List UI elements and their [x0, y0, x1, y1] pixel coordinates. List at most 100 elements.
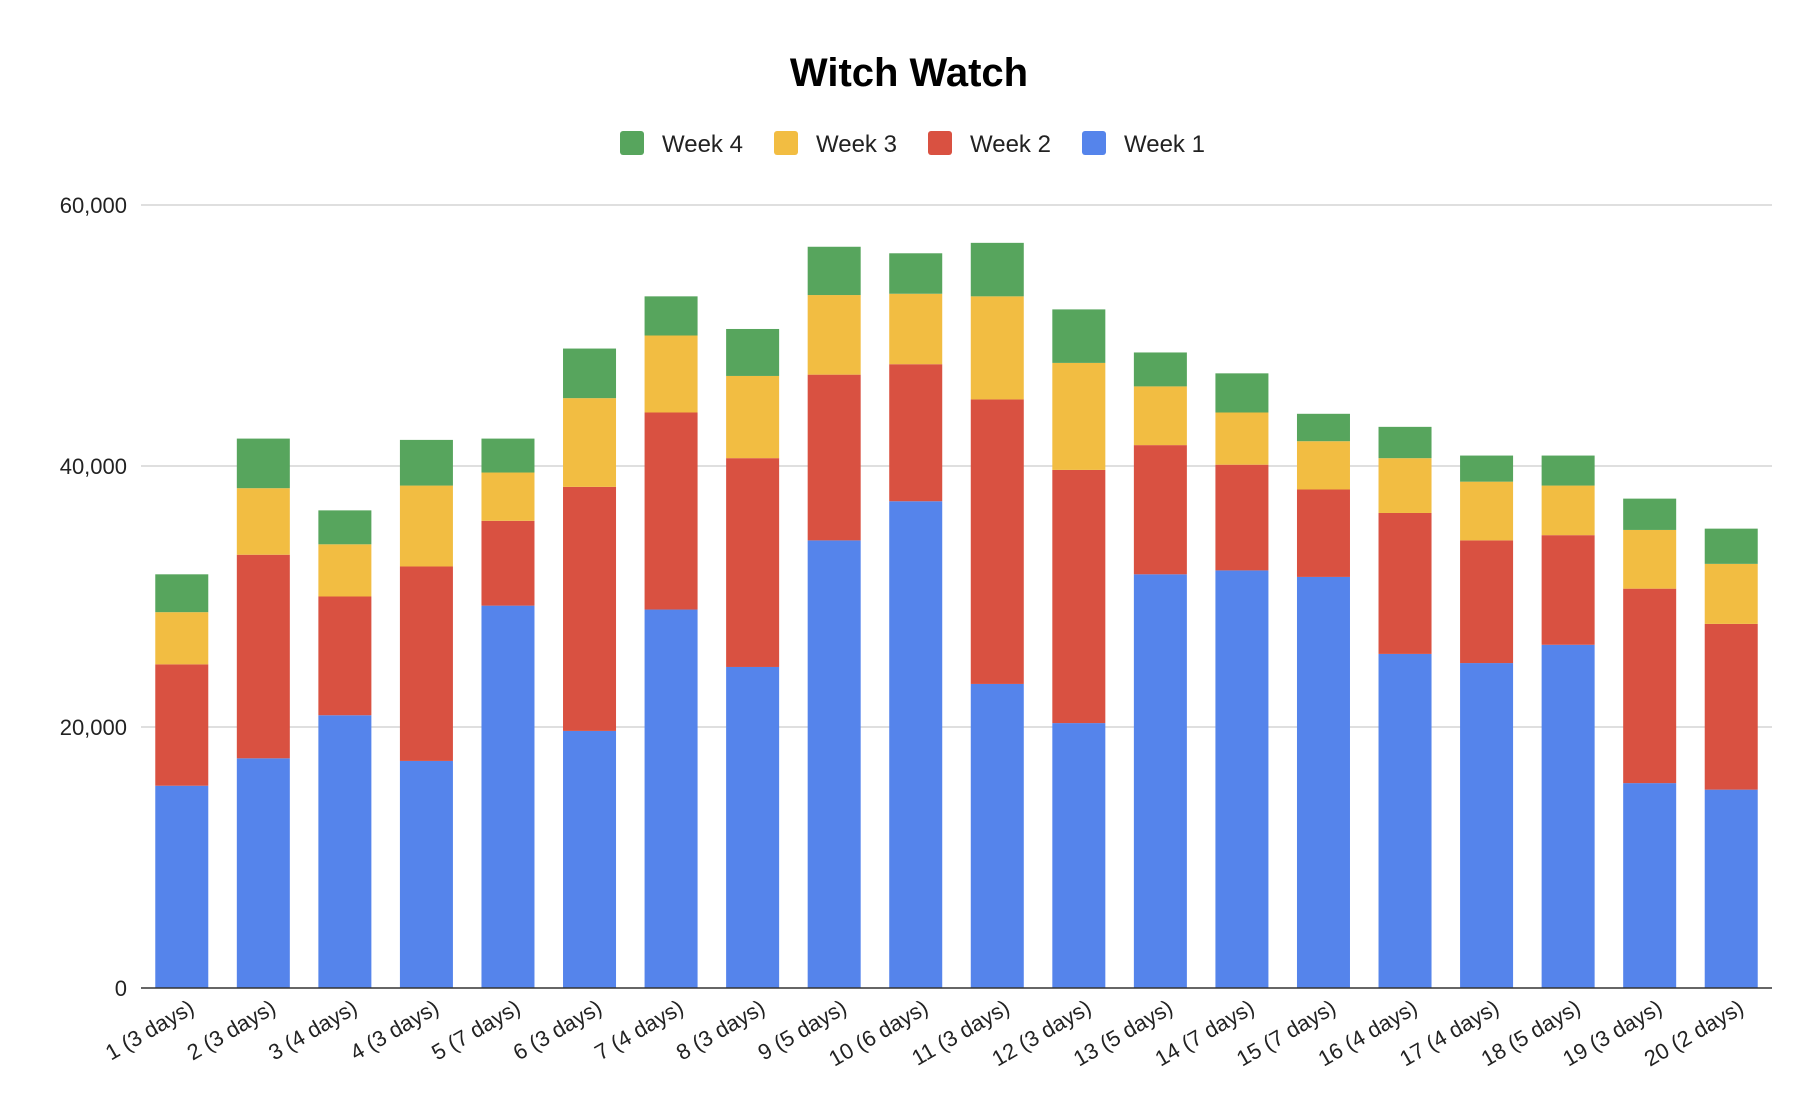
x-tick-label: 2 (3 days): [183, 995, 280, 1066]
bar-segment-week-3-9: [807, 295, 861, 375]
bar-segment-week-3-20: [1704, 563, 1758, 624]
bar-segment-week-3-18: [1541, 485, 1595, 536]
bar-segment-week-2-4: [399, 566, 453, 761]
legend-item-week-3: Week 3: [774, 131, 897, 158]
legend-swatch: [774, 131, 798, 155]
y-tick-label: 60,000: [60, 193, 127, 218]
x-tick-label: 3 (4 days): [264, 995, 361, 1066]
x-tick-label: 7 (4 days): [590, 995, 687, 1066]
x-tick-label: 1 (3 days): [101, 995, 198, 1066]
bar-segment-week-1-1: [155, 785, 209, 988]
bar-segment-week-4-17: [1460, 455, 1514, 482]
y-axis: 0 20,000 40,000 60,000: [60, 193, 127, 1001]
bar-segment-week-3-11: [970, 296, 1024, 400]
bar-segment-week-2-12: [1052, 469, 1106, 724]
x-tick-label: 4 (3 days): [346, 995, 443, 1066]
bar-segment-week-3-8: [726, 375, 780, 459]
bar-segment-week-2-11: [970, 399, 1024, 684]
bar-segment-week-1-14: [1215, 570, 1269, 988]
bars: [155, 242, 1758, 988]
x-axis: 1 (3 days)2 (3 days)3 (4 days)4 (3 days)…: [101, 987, 1772, 1071]
bar-segment-week-1-19: [1623, 783, 1677, 988]
bar-segment-week-3-10: [889, 293, 943, 365]
bar-segment-week-2-1: [155, 664, 209, 786]
bar-segment-week-2-5: [481, 520, 535, 606]
bar-segment-week-2-2: [236, 554, 290, 759]
bar-segment-week-3-2: [236, 488, 290, 555]
legend-item-week-1: Week 1: [1082, 131, 1205, 158]
legend-swatch: [1082, 131, 1106, 155]
bar-segment-week-2-18: [1541, 535, 1595, 645]
bar-segment-week-1-4: [399, 760, 453, 988]
bar-segment-week-1-12: [1052, 723, 1106, 988]
bar-segment-week-3-13: [1133, 386, 1187, 446]
bar-segment-week-1-15: [1296, 576, 1350, 988]
bar-segment-week-2-6: [563, 486, 617, 731]
bar-segment-week-1-5: [481, 605, 535, 988]
bar-segment-week-4-12: [1052, 309, 1106, 363]
bar-segment-week-1-18: [1541, 644, 1595, 988]
bar-segment-week-4-3: [318, 510, 372, 545]
bar-segment-week-3-19: [1623, 529, 1677, 589]
bar-segment-week-3-12: [1052, 362, 1106, 470]
bar-segment-week-2-20: [1704, 623, 1758, 790]
bar-segment-week-1-2: [236, 758, 290, 988]
bar-segment-week-3-5: [481, 472, 535, 521]
bar-segment-week-3-17: [1460, 481, 1514, 541]
legend-label: Week 2: [970, 131, 1051, 158]
bar-segment-week-2-17: [1460, 540, 1514, 664]
bar-segment-week-1-8: [726, 666, 780, 988]
bar-segment-week-2-10: [889, 364, 943, 502]
x-tick-label: 8 (3 days): [672, 995, 769, 1066]
bar-segment-week-1-20: [1704, 789, 1758, 988]
bar-segment-week-4-11: [970, 242, 1024, 297]
bar-segment-week-2-15: [1296, 489, 1350, 577]
x-tick-label: 6 (3 days): [509, 995, 606, 1066]
chart-title: Witch Watch: [790, 51, 1028, 95]
bar-segment-week-4-7: [644, 296, 698, 336]
bar-segment-week-4-8: [726, 328, 780, 376]
bar-segment-week-3-3: [318, 544, 372, 597]
bar-segment-week-4-14: [1215, 373, 1269, 413]
bar-segment-week-4-15: [1296, 413, 1350, 442]
bar-segment-week-2-3: [318, 596, 372, 716]
legend-label: Week 4: [662, 131, 743, 158]
bar-segment-week-4-4: [399, 439, 453, 486]
bar-segment-week-2-19: [1623, 588, 1677, 784]
bar-segment-week-1-10: [889, 501, 943, 988]
bar-segment-week-2-16: [1378, 512, 1432, 654]
bar-segment-week-4-6: [563, 348, 617, 399]
bar-segment-week-3-14: [1215, 412, 1269, 465]
legend-item-week-4: Week 4: [620, 131, 743, 158]
bar-segment-week-1-17: [1460, 663, 1514, 988]
bar-segment-week-3-6: [563, 398, 617, 487]
bar-segment-week-4-9: [807, 246, 861, 296]
legend-label: Week 3: [816, 131, 897, 158]
legend-swatch: [928, 131, 952, 155]
bar-segment-week-1-16: [1378, 653, 1432, 988]
bar-segment-week-1-6: [563, 730, 617, 988]
bar-segment-week-2-8: [726, 458, 780, 667]
bar-segment-week-1-11: [970, 683, 1024, 988]
x-tick-label: 5 (7 days): [427, 995, 524, 1066]
bar-segment-week-3-7: [644, 335, 698, 413]
bar-segment-week-1-3: [318, 715, 372, 988]
bar-segment-week-1-9: [807, 540, 861, 988]
bar-segment-week-2-7: [644, 412, 698, 610]
bar-segment-week-4-5: [481, 438, 535, 473]
bar-segment-week-3-15: [1296, 441, 1350, 490]
bar-segment-week-3-1: [155, 612, 209, 665]
legend-label: Week 1: [1124, 131, 1205, 158]
bar-segment-week-4-19: [1623, 498, 1677, 530]
bar-segment-week-4-13: [1133, 352, 1187, 387]
gridlines: [141, 204, 1772, 728]
bar-segment-week-2-14: [1215, 464, 1269, 571]
y-tick-label: 0: [115, 976, 127, 1001]
y-tick-label: 20,000: [60, 715, 127, 740]
bar-segment-week-4-10: [889, 253, 943, 294]
legend-swatch: [620, 131, 644, 155]
bar-segment-week-4-18: [1541, 455, 1595, 486]
bar-segment-week-4-20: [1704, 528, 1758, 564]
bar-segment-week-4-16: [1378, 426, 1432, 459]
